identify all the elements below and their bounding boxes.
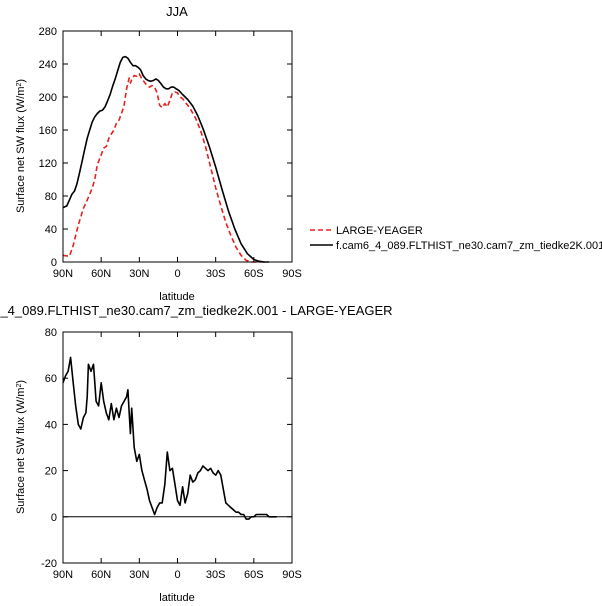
chart-bottom-plot-frame xyxy=(62,331,293,564)
chart-bottom-x-tick-label: 30N xyxy=(129,569,149,581)
chart-top-y-tick-label: 40 xyxy=(45,224,57,236)
chart-bottom-series-layer xyxy=(62,356,277,520)
chart-top-y-tick-label: 160 xyxy=(39,125,57,137)
chart-bottom-y-axis-label-sup: 2 xyxy=(16,384,23,388)
chart-bottom-x-tick-label: 60N xyxy=(91,569,111,581)
chart-bottom-series-line xyxy=(62,356,277,520)
chart-top-y-tick-label: 200 xyxy=(39,92,57,104)
chart-top-title: JJA xyxy=(166,4,188,19)
chart-top-plot-frame xyxy=(62,30,293,263)
chart-top-y-tick-label: 280 xyxy=(39,26,57,38)
chart-bottom: f.cam6_4_089.FLTHIST_ne30.cam7_zm_tiedke… xyxy=(0,303,393,604)
chart-top-y-tick-label: 0 xyxy=(51,257,57,269)
chart-bottom-y-tick-label: 20 xyxy=(45,466,57,478)
chart-top-series-layer xyxy=(62,55,270,263)
chart-top-y-axis-label: Surface net SW flux (W/m2) xyxy=(15,79,27,213)
chart-top-y-axis-label-close: ) xyxy=(15,79,27,83)
chart-bottom-axes: 90N 60N 30N 0 30S 60S 90S -20 0 20 40 60 80 xyxy=(41,327,302,581)
chart-top-y-tick-label: 80 xyxy=(45,191,57,203)
chart-bottom-y-tick-label: 80 xyxy=(45,327,57,339)
chart-bottom-x-tick-label: 90S xyxy=(282,569,302,581)
chart-top-x-tick-label: 90N xyxy=(53,268,73,280)
chart-top-x-tick-label: 30S xyxy=(206,268,226,280)
chart-top-x-tick-label: 90S xyxy=(282,268,302,280)
chart-bottom-y-tick-label: 40 xyxy=(45,419,57,431)
chart-bottom-x-tick-label: 60S xyxy=(244,569,264,581)
chart-top-x-axis-label: latitude xyxy=(159,291,194,303)
legend-label-model-run: f.cam6_4_089.FLTHIST_ne30.cam7_zm_tiedke… xyxy=(336,240,602,252)
chart-top-x-tick-label: 30N xyxy=(129,268,149,280)
chart-top-y-axis-label-main: Surface net SW flux (W/m xyxy=(15,87,27,214)
chart-top-series-line xyxy=(62,73,267,263)
chart-bottom-x-tick-label: 0 xyxy=(174,569,180,581)
chart-bottom-y-tick-label: 0 xyxy=(51,512,57,524)
chart-bottom-y-tick-label: 60 xyxy=(45,373,57,385)
chart-top: JJA 90N 60N 30N 0 30S 60S 90S 0 40 80 120 160 200 240… xyxy=(15,4,602,303)
legend-label-large-yeager: LARGE-YEAGER xyxy=(336,225,423,237)
chart-bottom-y-axis-label-close: ) xyxy=(15,380,27,384)
chart-top-x-tick-label: 0 xyxy=(174,268,180,280)
chart-top-axes: 90N 60N 30N 0 30S 60S 90S 0 40 80 120 160 200 240 280 xyxy=(39,26,302,280)
chart-bottom-y-axis-label-main: Surface net SW flux (W/m xyxy=(15,388,27,515)
chart-top-x-tick-label: 60N xyxy=(91,268,111,280)
chart-top-x-tick-label: 60S xyxy=(244,268,264,280)
chart-bottom-y-axis-label: Surface net SW flux (W/m2) xyxy=(15,380,27,514)
chart-top-y-tick-label: 240 xyxy=(39,59,57,71)
chart-bottom-x-tick-label: 30S xyxy=(206,569,226,581)
chart-top-series-line xyxy=(62,55,270,263)
chart-top-y-axis-label-sup: 2 xyxy=(16,83,23,87)
chart-bottom-x-axis-label: latitude xyxy=(159,592,194,604)
chart-top-legend: LARGE-YEAGER f.cam6_4_089.FLTHIST_ne30.c… xyxy=(310,225,602,252)
chart-bottom-y-tick-label: -20 xyxy=(41,558,57,570)
chart-top-y-tick-label: 120 xyxy=(39,158,57,170)
chart-bottom-title: f.cam6_4_089.FLTHIST_ne30.cam7_zm_tiedke… xyxy=(0,303,393,318)
chart-bottom-x-tick-label: 90N xyxy=(53,569,73,581)
